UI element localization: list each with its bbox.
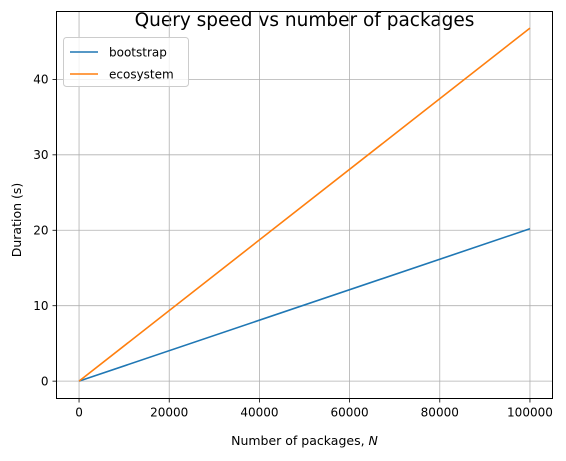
legend: bootstrap ecosystem (63, 37, 189, 87)
series-line-bootstrap (78, 228, 531, 382)
x-axis-label-variable: N (369, 433, 379, 448)
x-ticks: 0 20000 40000 60000 80000 100000 (75, 398, 553, 420)
legend-label-ecosystem: ecosystem (109, 68, 174, 82)
series-layer (78, 27, 531, 382)
y-tick-label: 30 (33, 148, 48, 162)
x-axis-label-text: Number of packages, (231, 433, 368, 448)
x-tick-label: 60000 (330, 406, 368, 420)
y-tick-label: 20 (33, 224, 48, 238)
x-tick-label: 20000 (150, 406, 188, 420)
y-tick-label: 40 (33, 73, 48, 87)
x-tick-label: 80000 (421, 406, 459, 420)
y-axis-label: Duration (s) (9, 183, 24, 258)
y-tick-label: 10 (33, 299, 48, 313)
legend-label-bootstrap: bootstrap (109, 46, 167, 60)
x-tick-label: 40000 (240, 406, 278, 420)
y-ticks: 0 10 20 30 40 (33, 73, 57, 388)
chart-title: Query speed vs number of packages (135, 10, 475, 31)
plot-frame (56, 11, 553, 399)
y-tick-label: 0 (41, 374, 49, 388)
x-tick-label: 100000 (507, 406, 553, 420)
grid (56, 11, 553, 399)
x-tick-label: 0 (75, 406, 83, 420)
series-line-ecosystem (78, 27, 531, 382)
x-axis-label: Number of packages, N (231, 433, 378, 448)
